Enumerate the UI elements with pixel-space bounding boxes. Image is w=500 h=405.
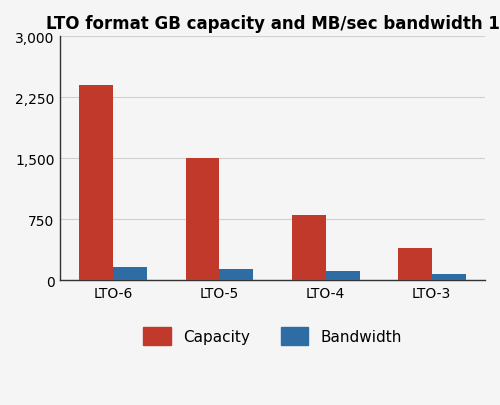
Bar xyxy=(432,274,466,281)
Bar xyxy=(80,86,114,281)
Bar xyxy=(326,271,360,281)
Legend: Capacity, Bandwidth: Capacity, Bandwidth xyxy=(136,320,409,353)
Title: LTO format GB capacity and MB/sec bandwidth 1: LTO format GB capacity and MB/sec bandwi… xyxy=(46,15,500,33)
Bar xyxy=(114,268,148,281)
Bar xyxy=(292,216,326,281)
Bar xyxy=(398,248,432,281)
Bar xyxy=(186,159,220,281)
Bar xyxy=(220,269,254,281)
